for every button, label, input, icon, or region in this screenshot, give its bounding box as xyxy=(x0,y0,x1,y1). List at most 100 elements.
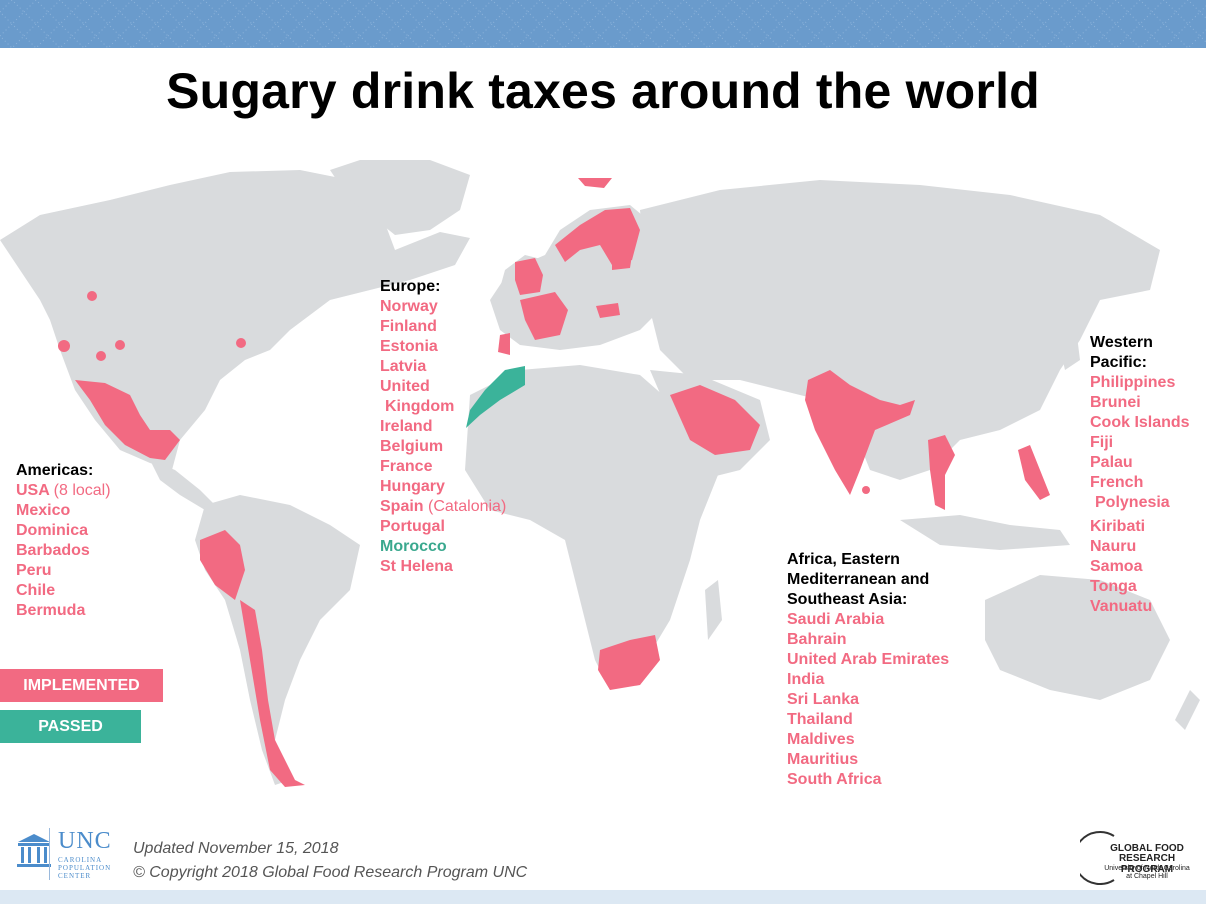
portugal-shape xyxy=(498,333,510,355)
country-spain: Spain (Catalonia) xyxy=(380,498,507,515)
americas-list: Americas: USA (8 local) Mexico Dominica … xyxy=(16,461,111,621)
spain-note: (Catalonia) xyxy=(428,498,507,515)
usa-local-marker xyxy=(96,351,106,361)
page-title: Sugary drink taxes around the world xyxy=(166,63,1040,119)
copyright: © Copyright 2018 Global Food Research Pr… xyxy=(133,864,528,881)
europe-list: Europe: Norway Finland Estonia Latvia Un… xyxy=(380,277,506,577)
country-hungary: Hungary xyxy=(380,478,445,495)
country-south-africa: South Africa xyxy=(787,771,882,788)
morocco-shape xyxy=(466,366,525,428)
country-philippines: Philippines xyxy=(1090,374,1176,391)
country-barbados: Barbados xyxy=(16,542,90,559)
western-pacific-heading-2: Pacific: xyxy=(1090,354,1147,371)
unc-divider xyxy=(49,828,50,880)
new-zealand xyxy=(1175,690,1200,730)
unc-pillar-icon xyxy=(17,834,51,867)
africa xyxy=(465,365,720,690)
usa-local-marker xyxy=(58,340,70,352)
country-thailand: Thailand xyxy=(787,711,853,728)
country-united-kingdom-line1: United xyxy=(380,378,430,395)
country-estonia: Estonia xyxy=(380,338,438,355)
australia xyxy=(985,575,1170,700)
country-india: India xyxy=(787,671,825,688)
usa-note: (8 local) xyxy=(53,482,111,499)
country-belgium: Belgium xyxy=(380,438,444,455)
country-mexico: Mexico xyxy=(16,502,71,519)
country-cook-islands: Cook Islands xyxy=(1090,414,1190,431)
country-bermuda: Bermuda xyxy=(16,602,86,619)
japan xyxy=(1058,310,1080,370)
country-dominica: Dominica xyxy=(16,522,89,539)
country-samoa: Samoa xyxy=(1090,558,1143,575)
peru-shape xyxy=(200,530,245,600)
country-french-polynesia-line1: French xyxy=(1090,474,1144,491)
land-masses xyxy=(0,160,1200,785)
country-kiribati: Kiribati xyxy=(1090,518,1146,535)
country-sri-lanka: Sri Lanka xyxy=(787,691,860,708)
country-palau: Palau xyxy=(1090,454,1133,471)
country-norway: Norway xyxy=(380,298,438,315)
country-chile: Chile xyxy=(16,582,56,599)
country-united-kingdom-line2: Kingdom xyxy=(385,398,455,415)
scandinavia-shape xyxy=(555,208,640,265)
unc-wordmark: UNC xyxy=(58,828,112,854)
country-peru: Peru xyxy=(16,562,52,579)
africa-heading-3: Southeast Asia: xyxy=(787,591,908,608)
country-maldives: Maldives xyxy=(787,731,855,748)
france-shape xyxy=(520,292,568,340)
hungary-shape xyxy=(596,303,620,318)
gfrp-line-1: GLOBAL FOOD xyxy=(1110,843,1184,854)
madagascar xyxy=(705,580,722,640)
thailand-shape xyxy=(928,435,955,510)
saudi-arabia-shape xyxy=(670,385,760,455)
gfrp-line-3: University of North Carolina xyxy=(1104,865,1190,872)
country-vanuatu: Vanuatu xyxy=(1090,598,1153,615)
country-finland: Finland xyxy=(380,318,437,335)
gfrp-line-2: RESEARCH PROGRAM xyxy=(1118,853,1176,875)
country-brunei: Brunei xyxy=(1090,394,1141,411)
usa-local-marker xyxy=(115,340,125,350)
chile-shape xyxy=(240,600,305,787)
south-africa-shape xyxy=(598,635,660,690)
country-nauru: Nauru xyxy=(1090,538,1137,555)
indonesia xyxy=(900,515,1070,550)
header-pattern xyxy=(0,0,1206,48)
sri-lanka-marker xyxy=(862,486,870,494)
country-latvia: Latvia xyxy=(380,358,427,375)
gfrp-logo-icon xyxy=(1080,831,1115,885)
country-st-helena: St Helena xyxy=(380,558,453,575)
passed-regions xyxy=(466,366,525,428)
india-shape xyxy=(805,370,915,495)
world-map xyxy=(0,160,1200,787)
philippines-shape xyxy=(1018,445,1050,500)
header-band xyxy=(0,0,1206,48)
africa-emed-sea-list: Africa, Eastern Mediterranean and Southe… xyxy=(787,550,949,790)
legend-passed: PASSED xyxy=(0,710,141,743)
americas-heading: Americas: xyxy=(16,462,94,479)
footer-band xyxy=(0,890,1206,904)
unc-subtitle: CAROLINA POPULATION CENTER xyxy=(58,856,112,880)
africa-heading-2: Mediterranean and xyxy=(787,571,930,588)
uk-shape xyxy=(515,258,543,295)
svalbard-shape xyxy=(578,178,612,188)
country-ireland: Ireland xyxy=(380,418,433,435)
country-fiji: Fiji xyxy=(1090,434,1114,451)
country-uae: United Arab Emirates xyxy=(787,651,950,668)
country-france: France xyxy=(380,458,433,475)
country-bahrain: Bahrain xyxy=(787,631,847,648)
country-morocco: Morocco xyxy=(380,538,447,555)
country-usa: USA (8 local) xyxy=(16,482,111,499)
implemented-regions xyxy=(58,178,1050,787)
africa-heading-1: Africa, Eastern xyxy=(787,551,900,568)
greenland xyxy=(330,160,470,235)
updated-date: Updated November 15, 2018 xyxy=(133,840,339,857)
usa-local-marker xyxy=(236,338,246,348)
asia xyxy=(640,180,1160,480)
western-pacific-heading-1: Western xyxy=(1090,334,1153,351)
baltic-shape xyxy=(612,255,632,270)
country-portugal: Portugal xyxy=(380,518,445,535)
western-pacific-list: Western Pacific: Philippines Brunei Cook… xyxy=(1090,333,1190,617)
country-mauritius: Mauritius xyxy=(787,751,859,768)
mexico-shape xyxy=(75,380,180,460)
country-french-polynesia-line2: Polynesia xyxy=(1095,494,1170,511)
